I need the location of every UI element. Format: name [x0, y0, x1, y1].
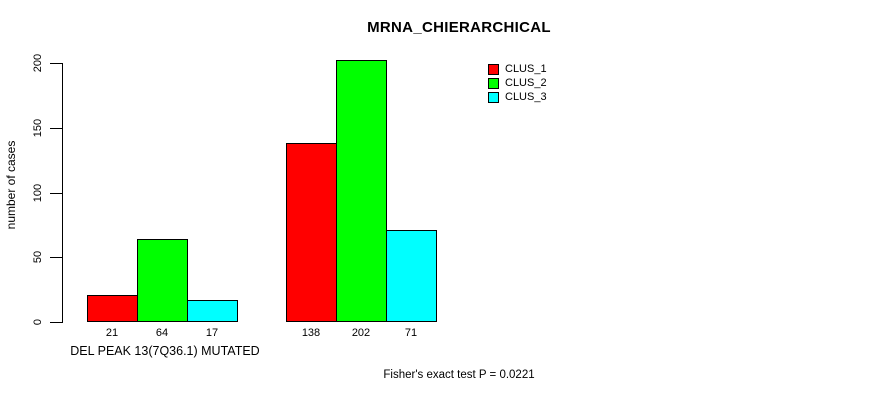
y-tick-label: 150 [32, 118, 44, 137]
legend-swatch-icon [488, 63, 499, 75]
y-tick-label: 200 [32, 53, 44, 73]
x-group-label: DEL PEAK 13(7Q36.1) MUTATED [70, 344, 260, 358]
legend: CLUS_1 CLUS_2 CLUS_3 [488, 62, 547, 104]
bar-value-label: 17 [205, 327, 219, 339]
bar-clus_2-group2 [336, 60, 387, 322]
y-tick-label: 0 [32, 318, 44, 326]
y-axis-line [62, 63, 63, 323]
y-axis-label: number of cases [4, 140, 18, 230]
y-tick-mark [50, 257, 62, 259]
bar-value-label: 21 [105, 327, 119, 339]
y-tick-mark [50, 127, 62, 129]
bar-value-label: 64 [155, 327, 169, 339]
bar-value-label: 202 [351, 327, 371, 339]
y-tick-label: 100 [32, 183, 44, 202]
bar-clus_3-group2 [386, 230, 437, 322]
bar-clus_1-group2 [286, 143, 337, 322]
y-tick-mark [50, 322, 62, 323]
legend-item-clus_1: CLUS_1 [488, 62, 547, 76]
y-tick-mark [50, 192, 62, 194]
legend-item-clus_3: CLUS_3 [488, 90, 547, 104]
legend-swatch-icon [488, 77, 499, 89]
legend-label: CLUS_1 [505, 63, 547, 75]
bar-value-label: 138 [301, 327, 321, 339]
bar-clus_2-group1 [137, 239, 188, 322]
legend-swatch-icon [488, 91, 499, 103]
bar-value-label: 71 [404, 327, 418, 339]
chart-title: MRNA_CHIERARCHICAL [367, 19, 551, 36]
y-tick-label: 50 [32, 251, 44, 264]
legend-item-clus_2: CLUS_2 [488, 76, 547, 90]
legend-label: CLUS_3 [505, 91, 547, 103]
bar-clus_3-group1 [187, 300, 238, 322]
legend-label: CLUS_2 [505, 77, 547, 89]
fisher-test-annotation: Fisher's exact test P = 0.0221 [383, 369, 535, 381]
bar-clus_1-group1 [87, 295, 138, 322]
y-tick-mark [50, 63, 62, 64]
